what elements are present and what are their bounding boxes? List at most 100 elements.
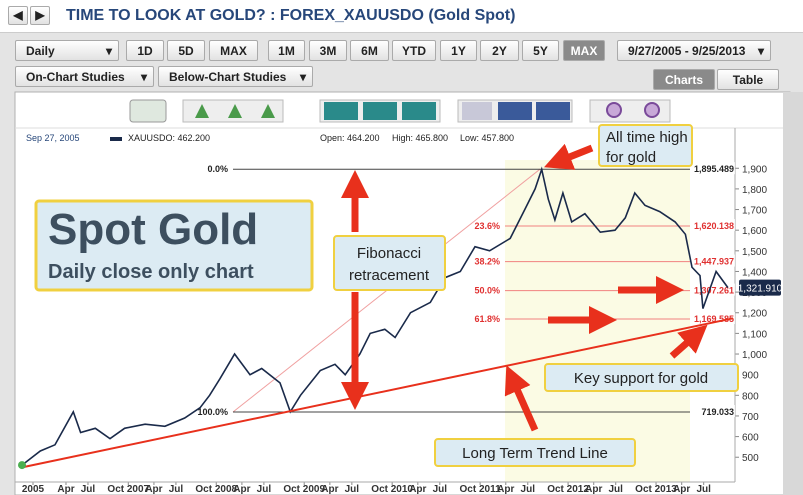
x-tick-label: Apr: [673, 484, 690, 495]
scrollbar: [783, 92, 803, 495]
title-bar: ◀ ▶ TIME TO LOOK AT GOLD? : FOREX_XAUUSD…: [0, 0, 803, 33]
x-tick-label: Jul: [608, 484, 623, 495]
dropdown-caret: ▾: [299, 70, 306, 84]
fib-percent: 100.0%: [197, 407, 228, 417]
fib-value: 719.033: [701, 407, 734, 417]
info-symbol: XAUUSDO: 462.200: [128, 133, 210, 143]
annotations: Spot Gold Daily close only chart Fibonac…: [34, 124, 739, 467]
y-tick-label: 1,600: [742, 226, 767, 237]
period-button[interactable]: YTD: [392, 40, 436, 61]
info-open: Open: 464.200: [320, 133, 380, 143]
annotation-box: [434, 438, 636, 467]
period-button[interactable]: 1M: [268, 40, 305, 61]
annotation-box: [544, 363, 739, 392]
x-tick-label: Oct 2011: [460, 484, 502, 495]
dropdown-caret: ▾: [140, 70, 147, 84]
x-tick-label: Jul: [345, 484, 360, 495]
info-low: Low: 457.800: [460, 133, 514, 143]
fib-value-bg: [692, 162, 735, 175]
studies-dropdown[interactable]: Below-Chart Studies ▾: [158, 66, 313, 87]
x-tick-label: Apr: [585, 484, 602, 495]
annotation-box: [598, 124, 693, 167]
fib-value-bg: [692, 405, 735, 418]
x-tick-label: Oct 2009: [283, 484, 325, 495]
x-tick-label: Apr: [321, 484, 338, 495]
last-price-tag: [739, 279, 781, 296]
y-tick-label: 900: [742, 371, 759, 382]
fib-value: 1,169.585: [694, 314, 734, 324]
fib-percent: 61.8%: [474, 314, 500, 324]
date-range-dropdown[interactable]: 9/27/2005 - 9/25/2013 ▾: [617, 40, 771, 61]
legend-swatch: [110, 137, 122, 141]
start-marker: [18, 461, 26, 470]
x-tick-label: Apr: [57, 484, 74, 495]
x-tick-label: 2005: [22, 484, 45, 495]
annotation-box: [333, 235, 446, 291]
y-tick-label: 1,800: [742, 185, 767, 196]
fib-percent: 38.2%: [474, 257, 500, 267]
y-tick-label: 1,200: [742, 309, 767, 320]
x-tick-label: Oct 2013: [635, 484, 677, 495]
y-tick-label: 600: [742, 433, 759, 444]
fib-percent: 0.0%: [207, 164, 228, 174]
info-high: High: 465.800: [392, 133, 448, 143]
y-tick-label: 500: [742, 453, 759, 464]
period-button[interactable]: 2Y: [480, 40, 519, 61]
price-line: [21, 166, 729, 466]
range-button[interactable]: 5D: [167, 40, 205, 61]
x-tick-label: Apr: [145, 484, 162, 495]
x-tick-label: Apr: [409, 484, 426, 495]
annotation: Key support for gold: [574, 370, 708, 387]
tab[interactable]: Charts: [653, 69, 715, 90]
x-tick-label: Jul: [696, 484, 711, 495]
fib-value-bg: [692, 283, 735, 296]
period-button[interactable]: 3M: [309, 40, 347, 61]
period-button[interactable]: 1Y: [440, 40, 477, 61]
range-button[interactable]: 1D: [126, 40, 164, 61]
y-tick-label: 700: [742, 412, 759, 423]
period-button[interactable]: 5Y: [522, 40, 559, 61]
x-tick-label: Jul: [169, 484, 184, 495]
y-tick-label: 1,400: [742, 267, 767, 278]
fib-value-bg: [692, 219, 735, 232]
fib-percent: 50.0%: [474, 286, 500, 296]
y-tick-label: 1,900: [742, 164, 767, 175]
last-price-label: 1,321.910: [738, 284, 783, 295]
annotation: Spot Gold: [48, 205, 258, 254]
y-tick-label: 1,000: [742, 350, 767, 361]
frequency-dropdown[interactable]: Daily ▾: [15, 40, 119, 61]
tab[interactable]: Table: [717, 69, 779, 90]
period-button[interactable]: MAX: [563, 40, 605, 61]
y-tick-label: 800: [742, 391, 759, 402]
fib-value: 1,307.261: [694, 286, 734, 296]
x-tick-label: Oct 2008: [195, 484, 237, 495]
y-tick-label: 1,700: [742, 206, 767, 217]
dropdown-caret: ▾: [757, 44, 764, 58]
period-button[interactable]: 6M: [350, 40, 389, 61]
x-tick-label: Oct 2012: [547, 484, 589, 495]
range-button[interactable]: MAX: [209, 40, 258, 61]
next-button[interactable]: ▶: [30, 6, 50, 25]
annotation: Long Term Trend Line: [462, 445, 608, 462]
x-tick-label: Oct 2010: [371, 484, 413, 495]
x-tick-label: Jul: [81, 484, 96, 495]
arrows: [341, 143, 708, 432]
annotation: All time high: [606, 129, 688, 146]
trend-line: [21, 317, 734, 469]
prev-button[interactable]: ◀: [8, 6, 28, 25]
fib-value: 1,447.937: [694, 257, 734, 267]
info-line: Sep 27, 2005 XAUUSDO: 462.200 Open: 464.…: [26, 133, 514, 143]
info-date: Sep 27, 2005: [26, 133, 80, 143]
x-tick-label: Jul: [257, 484, 272, 495]
fib-value: 1,620.138: [694, 221, 734, 231]
fib-percent: 23.6%: [474, 221, 500, 231]
studies-dropdown[interactable]: On-Chart Studies ▾: [15, 66, 154, 87]
x-tick-label: Apr: [233, 484, 250, 495]
x-tick-label: Apr: [497, 484, 514, 495]
annotation: Fibonacci: [357, 245, 421, 262]
icon-toolbar: [129, 99, 671, 123]
y-tick-label: 1,100: [742, 329, 767, 340]
x-tick-label: Jul: [521, 484, 536, 495]
